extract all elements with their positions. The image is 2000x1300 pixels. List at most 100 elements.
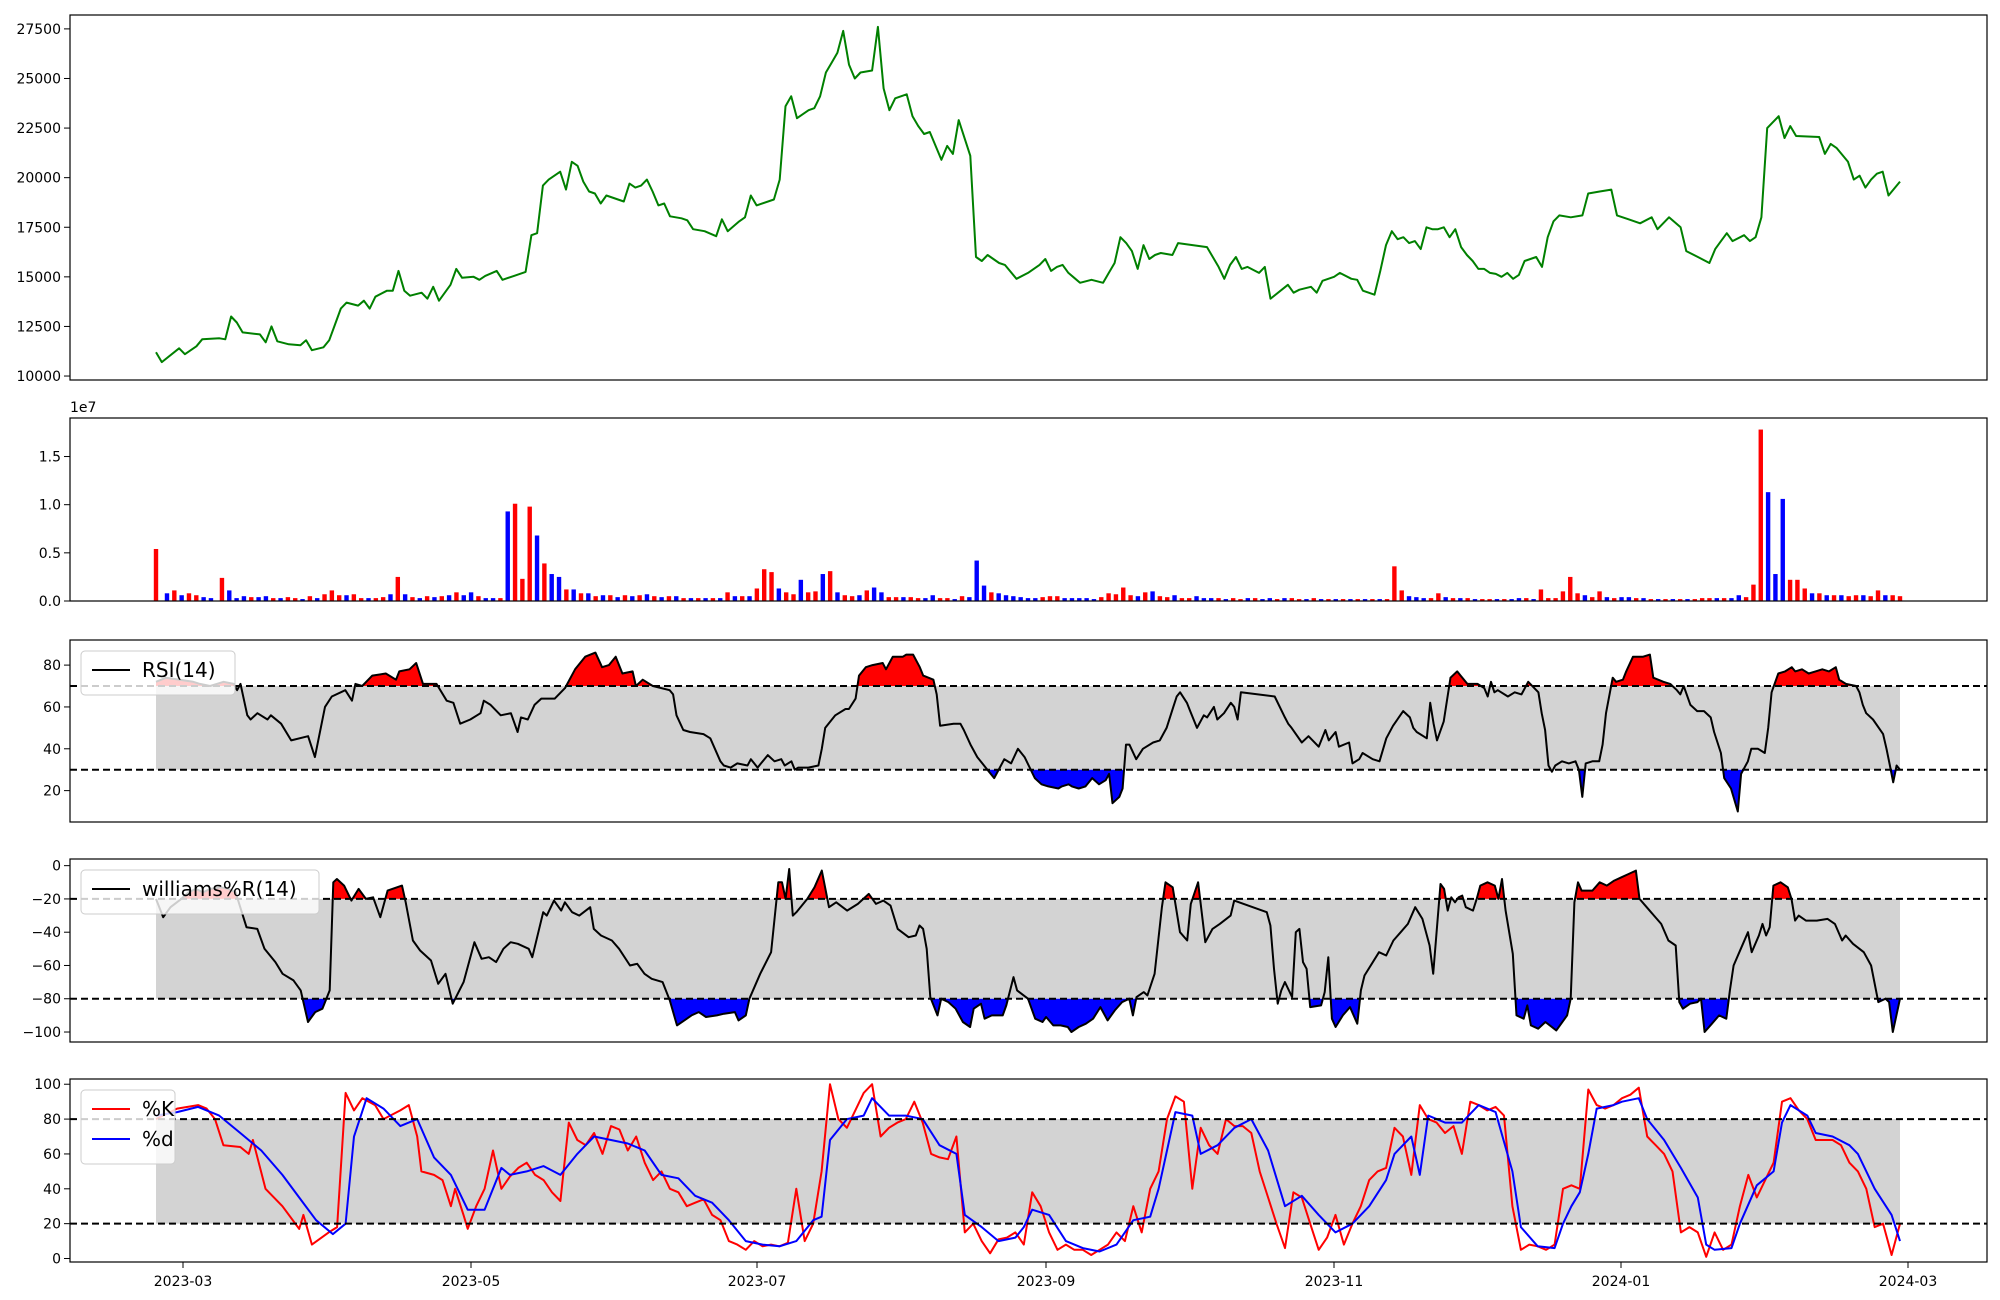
volume-bar [1846,596,1851,601]
oversold-fill [1030,769,1125,804]
volume-bar [571,589,576,601]
y-tick-label: 0.5 [39,546,61,562]
volume-bar [674,596,679,601]
volume-bar [1597,591,1602,601]
volume-bar [1150,591,1155,601]
y-tick-label: 1.5 [39,450,61,466]
volume-bar [1274,599,1280,601]
y-tick-label: 12500 [16,319,61,335]
volume-bar [893,597,899,601]
volume-bar [600,595,606,601]
volume-bar [1318,599,1324,601]
volume-bar [1648,599,1654,601]
volume-bar [241,596,247,601]
y-tick-label: −100 [23,1025,61,1041]
volume-bar [1795,579,1800,601]
volume-bar [1472,599,1478,601]
overbought-fill [354,663,438,687]
volume-bar [395,576,401,601]
volume-bar [659,597,664,601]
volume-bar [769,572,774,601]
volume-bar [1252,598,1258,601]
volume-bar [1883,595,1888,601]
volume-bar [1480,599,1485,601]
volume-bar [644,594,650,601]
volume-bar [1692,599,1698,601]
volume-bar [1208,598,1214,601]
overbought-fill [566,652,653,687]
volume-bar [424,596,430,601]
volume-bar [1282,598,1287,601]
volume-bar [483,598,488,601]
volume-bar [490,598,496,601]
oversold-fill [302,998,327,1023]
volume-bar [842,595,848,601]
volume-bar [344,595,349,601]
volume-bar [1187,598,1192,601]
volume-bar [1487,599,1492,601]
volume-bar [1568,576,1573,601]
volume-bar [805,592,811,601]
panel-frame [69,14,1988,381]
threshold-band [156,898,1900,999]
threshold-band [156,686,1900,770]
volume-bar [1194,596,1199,601]
volume-bar [1143,592,1148,601]
volume-bar [915,598,921,601]
legend-label: %K [142,1097,175,1121]
legend-label: %d [142,1127,174,1151]
volume-bar [1370,599,1375,601]
legends: RSI(14) williams%R(14) %K %d [80,650,320,1165]
volume-bar [1326,599,1331,601]
overbought-fill [332,878,351,899]
volume-bar [1707,598,1712,601]
volume-bar [322,594,327,601]
volume-bar [1362,599,1368,601]
percent-k-line [155,1083,1901,1258]
volume-bar [696,598,701,601]
volume-bar [1743,597,1749,601]
volume-bar [1626,597,1632,601]
percent-d-line [155,1097,1901,1253]
volume-bar [952,599,957,601]
volume-bar [1069,598,1075,601]
volume-bar [1802,588,1807,601]
data-marks [153,25,1903,1258]
x-tick-label: 2023-09 [1017,1274,1076,1290]
volume-bar [1736,595,1741,601]
volume-bar [263,596,269,601]
x-tick-label: 2023-07 [728,1274,787,1290]
volume-bar [1311,598,1316,601]
y-tick-label: 0.0 [39,594,61,610]
volume-bar [417,598,422,601]
volume-bar [754,588,760,601]
y-tick-label: 22500 [16,121,61,137]
volume-bar [1245,598,1251,601]
volume-bar [1223,599,1229,601]
y-tick-label: 25000 [16,71,61,87]
y-tick-label: 40 [43,1182,61,1198]
volume-bar [1677,599,1683,601]
volume-bar [937,598,943,601]
volume-bar [945,598,950,601]
volume-bar [732,596,738,601]
y-tick-label: 80 [43,658,61,674]
volume-bar [1839,595,1844,601]
volume-bar [681,598,686,601]
volume-bar [1685,599,1690,601]
volume-bar [1055,596,1060,601]
volume-bar [1817,593,1822,601]
volume-bar [666,596,672,601]
volume-bar [1443,597,1448,601]
y-tick-label: 27500 [16,22,61,38]
volume-bar [1121,587,1126,601]
volume-bar [208,598,214,601]
volume-bar [527,506,532,601]
y-tick-label: −40 [31,925,61,941]
volume-bar [249,597,254,601]
y-tick-label: 0 [52,1252,61,1268]
volume-bar [901,597,906,601]
overbought-fill [1611,654,1673,687]
volume-bar [1897,596,1903,601]
volume-bar [194,595,199,601]
